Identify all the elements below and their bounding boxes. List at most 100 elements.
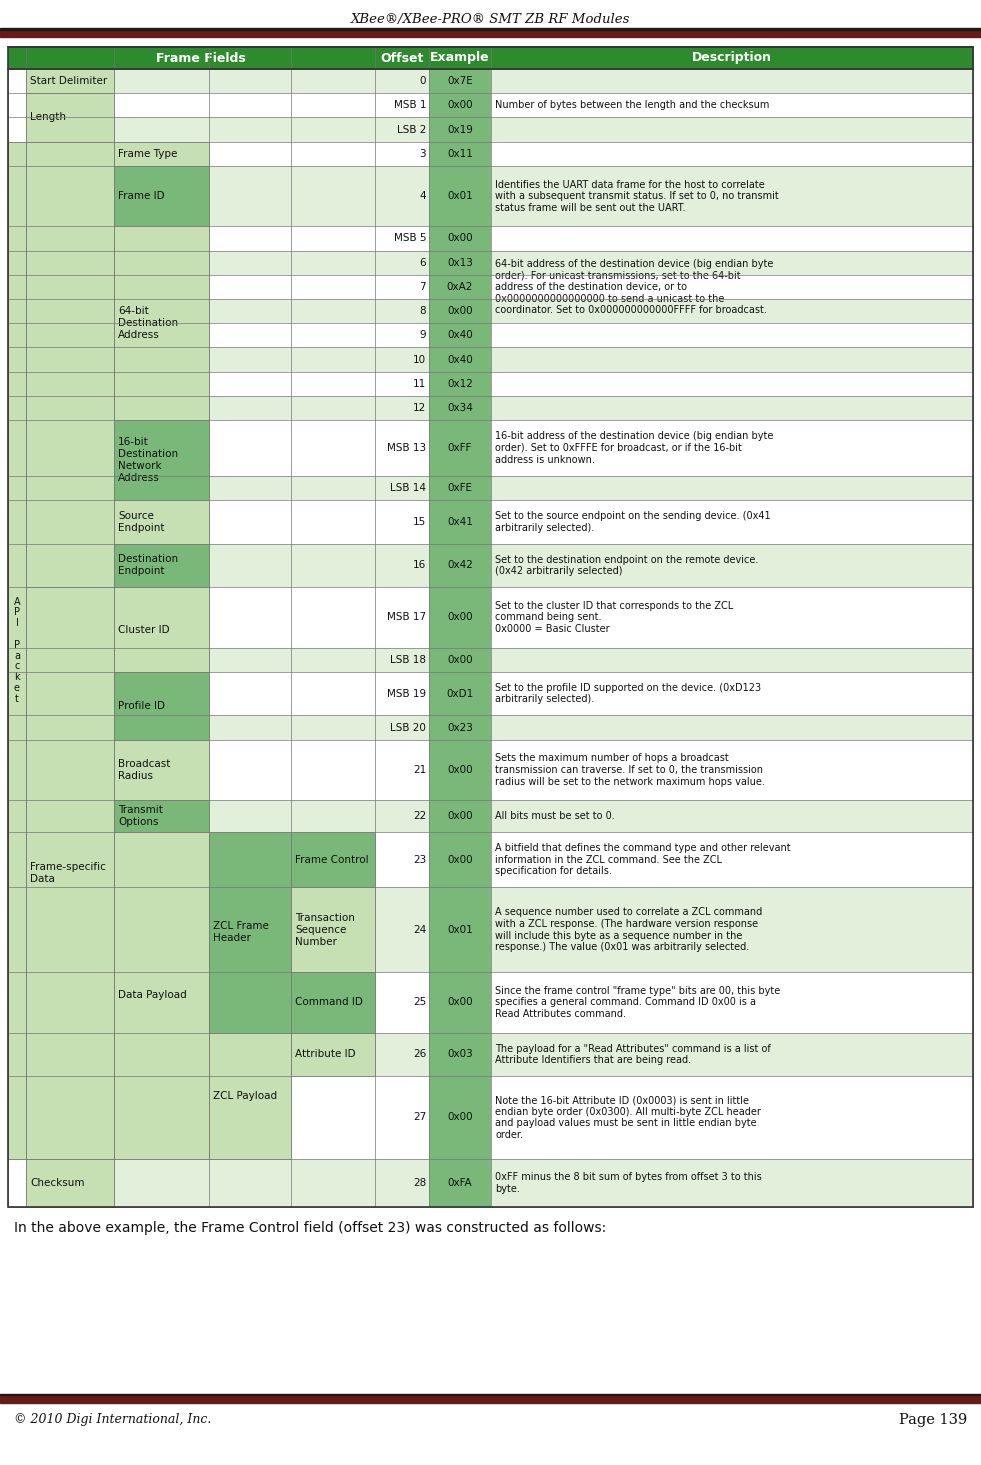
Text: Destination
Endpoint: Destination Endpoint	[118, 554, 179, 576]
Bar	[429, 69, 491, 94]
Bar	[0, 29, 981, 37]
Text: Cluster ID: Cluster ID	[118, 624, 170, 634]
Text: Set to the source endpoint on the sending device. (0x41
arbitrarily selected).: Set to the source endpoint on the sendin…	[495, 511, 771, 533]
Text: 16-bit address of the destination device (big endian byte
order). Set to 0xFFFE : 16-bit address of the destination device…	[495, 431, 773, 464]
Bar	[291, 888, 375, 973]
Text: 16-bit
Destination
Network
Address: 16-bit Destination Network Address	[118, 437, 179, 483]
Text: 8: 8	[419, 306, 426, 316]
Text: Since the frame control "frame type" bits are 00, this byte
specifies a general : Since the frame control "frame type" bit…	[495, 986, 780, 1020]
Bar	[429, 740, 491, 800]
Text: Sets the maximum number of hops a broadcast
transmission can traverse. If set to: Sets the maximum number of hops a broadc…	[495, 753, 765, 787]
Bar	[114, 544, 209, 587]
Text: Checksum: Checksum	[30, 1178, 84, 1188]
Text: Start Delimiter: Start Delimiter	[30, 76, 107, 86]
Text: 11: 11	[413, 379, 426, 388]
Bar	[429, 648, 491, 672]
Bar	[26, 1159, 114, 1207]
Text: Note the 16-bit Attribute ID (0x0003) is sent in little
endian byte order (0x030: Note the 16-bit Attribute ID (0x0003) is…	[495, 1094, 761, 1140]
Bar	[26, 1159, 973, 1207]
Bar	[114, 142, 209, 166]
Text: MSB 17: MSB 17	[387, 612, 426, 623]
Text: 64-bit address of the destination device (big endian byte
order). For unicast tr: 64-bit address of the destination device…	[495, 259, 773, 315]
Bar	[26, 800, 973, 832]
Bar	[429, 227, 491, 251]
Bar	[291, 832, 375, 888]
Bar	[26, 324, 973, 347]
Bar	[291, 1033, 375, 1077]
Text: LSB 14: LSB 14	[390, 483, 426, 492]
Bar	[26, 396, 973, 420]
Text: 0x00: 0x00	[447, 233, 473, 243]
Text: 64-bit
Destination
Address: 64-bit Destination Address	[118, 306, 179, 340]
Text: MSB 19: MSB 19	[387, 689, 426, 699]
Text: 6: 6	[419, 258, 426, 268]
Bar	[0, 1395, 981, 1403]
Bar	[114, 420, 209, 500]
Text: All bits must be set to 0.: All bits must be set to 0.	[495, 812, 615, 820]
Bar	[429, 142, 491, 166]
Text: Source
Endpoint: Source Endpoint	[118, 511, 165, 533]
Text: Page 139: Page 139	[899, 1414, 967, 1427]
Text: LSB 18: LSB 18	[390, 655, 426, 665]
Bar	[429, 251, 491, 275]
Bar	[429, 832, 491, 888]
Text: A bitfield that defines the command type and other relevant
information in the Z: A bitfield that defines the command type…	[495, 842, 791, 876]
Text: 0x00: 0x00	[447, 854, 473, 864]
Text: The payload for a "Read Attributes" command is a list of
Attribute Identifiers t: The payload for a "Read Attributes" comm…	[495, 1043, 771, 1065]
Bar	[429, 500, 491, 544]
Text: Number of bytes between the length and the checksum: Number of bytes between the length and t…	[495, 100, 769, 110]
Bar	[291, 973, 375, 1033]
Bar	[26, 94, 973, 117]
Bar	[429, 715, 491, 740]
Bar	[26, 672, 973, 715]
Text: MSB 5: MSB 5	[393, 233, 426, 243]
Text: Frame Control: Frame Control	[295, 854, 369, 864]
Text: Command ID: Command ID	[295, 998, 363, 1008]
Bar	[114, 740, 209, 800]
Bar	[26, 420, 973, 476]
Bar	[26, 500, 973, 544]
Text: 4: 4	[419, 190, 426, 201]
Bar	[26, 1033, 973, 1077]
Text: 0xA2: 0xA2	[446, 281, 473, 292]
Bar	[26, 476, 973, 500]
Text: 7: 7	[419, 281, 426, 292]
Text: 0: 0	[420, 76, 426, 86]
Text: 0xFE: 0xFE	[447, 483, 473, 492]
Bar	[209, 1033, 291, 1159]
Text: 26: 26	[413, 1049, 426, 1059]
Text: A
P
I
 
P
a
c
k
e
t: A P I P a c k e t	[14, 596, 21, 703]
Text: 0x7E: 0x7E	[447, 76, 473, 86]
Bar	[26, 973, 973, 1033]
Bar	[429, 324, 491, 347]
Text: 0x40: 0x40	[447, 355, 473, 365]
Text: 0x11: 0x11	[447, 149, 473, 158]
Bar	[429, 372, 491, 396]
Text: 22: 22	[413, 812, 426, 820]
Text: Transaction
Sequence
Number: Transaction Sequence Number	[295, 913, 355, 946]
Text: 23: 23	[413, 854, 426, 864]
Bar	[429, 800, 491, 832]
Bar	[0, 28, 981, 29]
Bar	[429, 544, 491, 587]
Text: 0xD1: 0xD1	[446, 689, 474, 699]
Bar	[26, 832, 973, 888]
Text: 0xFA: 0xFA	[447, 1178, 472, 1188]
Text: 0x00: 0x00	[447, 1112, 473, 1122]
Text: Example: Example	[431, 51, 490, 64]
Text: A sequence number used to correlate a ZCL command
with a ZCL response. (The hard: A sequence number used to correlate a ZC…	[495, 907, 762, 952]
Text: 0x00: 0x00	[447, 998, 473, 1008]
Text: 28: 28	[413, 1178, 426, 1188]
Text: 0x42: 0x42	[447, 560, 473, 570]
Bar	[429, 94, 491, 117]
Bar	[26, 347, 973, 372]
Bar	[114, 672, 209, 740]
Text: 27: 27	[413, 1112, 426, 1122]
Text: Frame ID: Frame ID	[118, 190, 165, 201]
Text: 0xFF: 0xFF	[447, 442, 472, 453]
Text: MSB 13: MSB 13	[387, 442, 426, 453]
Text: 0x00: 0x00	[447, 765, 473, 775]
Text: 9: 9	[419, 330, 426, 340]
Bar	[429, 888, 491, 973]
Bar	[429, 166, 491, 227]
